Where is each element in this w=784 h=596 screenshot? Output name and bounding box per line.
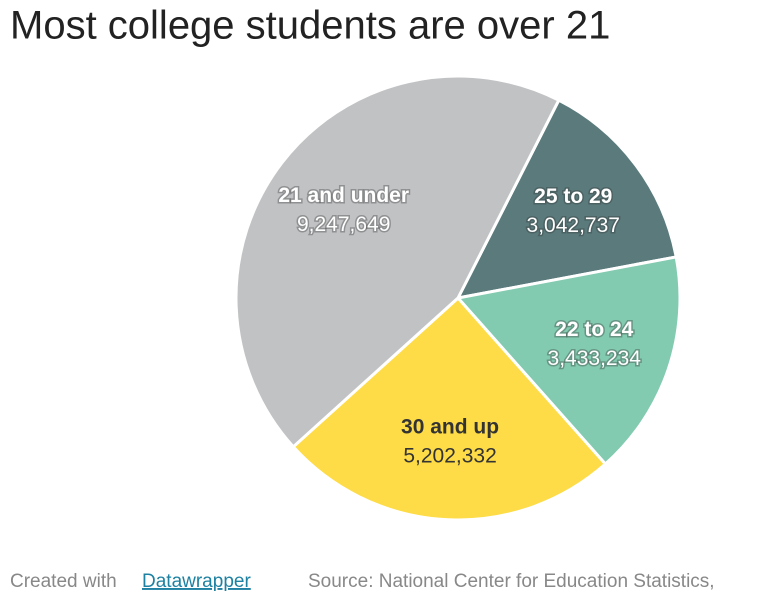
pie-slice: [455, 98, 678, 301]
slice-value: 3,433,234: [548, 347, 642, 370]
chart-title: Most college students are over 21: [10, 4, 610, 48]
slice-value: 3,042,737: [527, 214, 620, 237]
pie-slice: [234, 74, 561, 449]
slice-category: 30 and up: [401, 415, 499, 438]
credit-link[interactable]: Datawrapper: [142, 571, 251, 592]
slice-category: 25 to 29: [534, 185, 612, 208]
slice-category: 22 to 24: [555, 318, 634, 341]
slice-value: 9,247,649: [297, 213, 390, 236]
source: Source: National Center for Education St…: [308, 571, 715, 592]
credit-prefix: Created with: [10, 571, 117, 592]
pie-slice: [291, 295, 608, 522]
slice-value: 5,202,332: [403, 444, 496, 467]
slice-category: 21 and under: [278, 184, 409, 207]
pie: [234, 74, 682, 522]
labels: 25 to 29 3,042,737 22 to 24 3,433,234 30 and…: [277, 182, 643, 467]
pie-slice: [455, 255, 682, 467]
